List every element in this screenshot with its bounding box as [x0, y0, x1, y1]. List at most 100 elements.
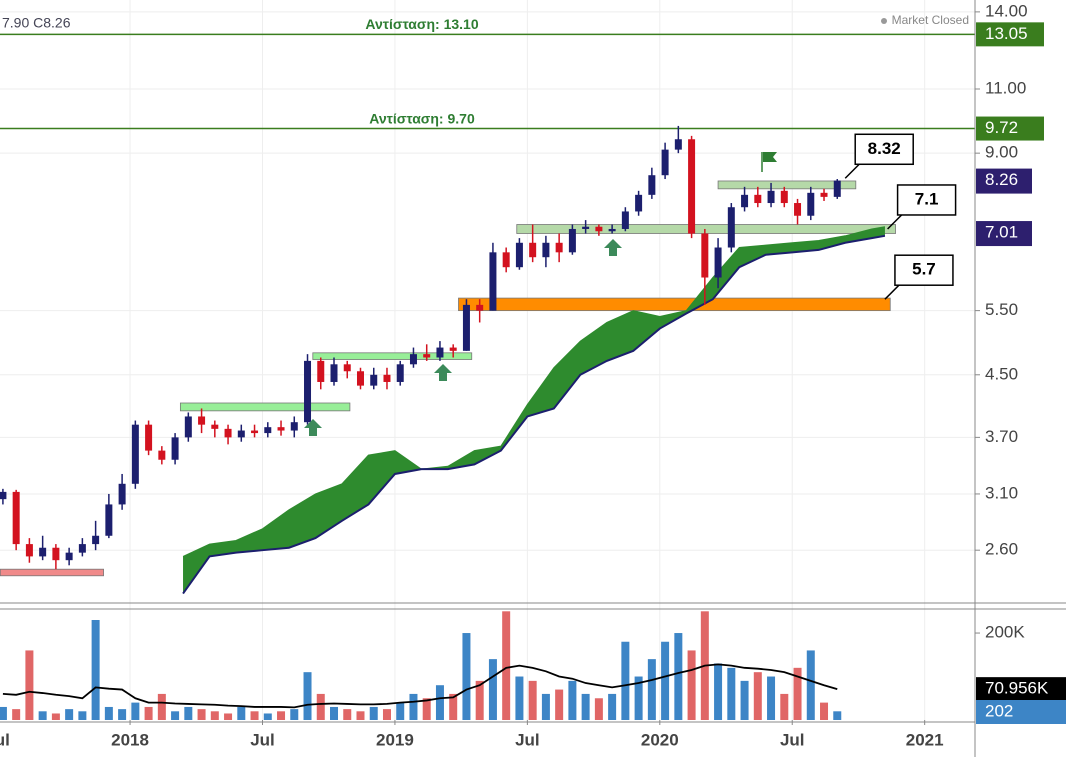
y-tick-label: 5.50 — [985, 300, 1018, 319]
candle-body — [436, 347, 444, 358]
candle-body — [224, 428, 232, 438]
volume-bar — [541, 693, 550, 720]
volume-bar — [51, 713, 60, 720]
volume-bar — [515, 676, 524, 720]
candle-body — [304, 360, 312, 423]
volume-bar — [820, 702, 829, 720]
volume-badge-label: 202 — [985, 701, 1013, 720]
volume-bar — [449, 693, 458, 720]
candle-body — [820, 192, 828, 197]
candle-body — [277, 427, 285, 431]
volume-bar — [12, 709, 21, 720]
volume-bar — [356, 711, 365, 720]
candle-body — [741, 194, 749, 208]
price-badge — [976, 168, 1032, 194]
candle-body — [211, 424, 219, 429]
volume-bar — [197, 709, 206, 720]
x-tick-label: Jul — [0, 730, 10, 749]
price-badge — [976, 22, 1044, 47]
volume-bar — [462, 633, 471, 720]
candle-body — [648, 175, 656, 195]
volume-bar — [316, 693, 325, 720]
candle-body — [555, 242, 563, 253]
candle-body — [12, 491, 20, 545]
candle-body — [145, 424, 153, 451]
volume-badge — [976, 700, 1066, 724]
candle-body — [595, 226, 603, 232]
volume-bar — [118, 709, 127, 720]
callout-pointer — [887, 214, 903, 230]
volume-bar — [131, 702, 140, 720]
volume-bar — [687, 650, 696, 720]
volume-bar — [91, 620, 100, 720]
candle-body — [727, 207, 735, 248]
y-tick-label: 3.10 — [985, 483, 1018, 502]
price-badge-label: 13.05 — [985, 24, 1028, 43]
volume-bar — [104, 706, 113, 720]
volume-bar — [25, 650, 34, 720]
volume-bar — [740, 680, 749, 720]
volume-bar — [290, 709, 299, 720]
candle-body — [621, 211, 629, 229]
volume-bar — [608, 693, 617, 720]
x-tick-label: Jul — [515, 730, 540, 749]
volume-bar — [753, 672, 762, 720]
y-tick-label: 14.00 — [985, 1, 1028, 20]
resistance-label: Αντίσταση: 13.10 — [365, 16, 478, 32]
ohlc-text: 7.90 C8.26 — [2, 15, 71, 31]
volume-bar — [157, 693, 166, 720]
volume-ma — [2, 663, 838, 709]
candle-body — [515, 242, 523, 268]
market-status: Market Closed — [892, 13, 969, 27]
candle-body — [449, 347, 457, 351]
candle-body — [118, 483, 126, 505]
zone — [717, 180, 857, 190]
candle-body — [423, 354, 431, 358]
volume-bar — [237, 706, 246, 720]
candle-body — [356, 371, 364, 386]
candle-body — [237, 430, 245, 438]
price-badge-label: 9.72 — [985, 118, 1018, 137]
candle-body — [701, 233, 709, 278]
volume-bar — [793, 667, 802, 720]
candle-body — [476, 304, 484, 311]
candle-body — [383, 374, 391, 382]
candle-body — [661, 149, 669, 176]
candle-body — [462, 304, 470, 351]
y-tick-label: 4.50 — [985, 364, 1018, 383]
candle-body — [754, 194, 762, 204]
x-tick-label: 2018 — [111, 730, 149, 749]
volume-bar — [727, 667, 736, 720]
volume-bar — [396, 702, 405, 720]
grid — [0, 0, 975, 720]
volume-panel — [0, 611, 842, 720]
candle-body — [396, 364, 404, 382]
candle-body — [184, 416, 192, 438]
volume-bar — [330, 706, 339, 720]
candle-body — [105, 504, 113, 536]
volume-bar — [647, 659, 656, 720]
candle-body — [794, 203, 802, 216]
volume-bar — [224, 713, 233, 720]
volume-bar — [528, 680, 537, 720]
volume-bar — [250, 711, 259, 720]
zone — [0, 568, 104, 577]
candle-body — [92, 535, 100, 545]
flag — [763, 152, 777, 162]
candle-body — [502, 252, 510, 268]
volume-bar — [714, 663, 723, 720]
price-badge — [976, 221, 1032, 247]
volume-bar — [621, 641, 630, 720]
volume-bar — [555, 689, 564, 720]
candle-body — [78, 544, 86, 553]
callout-pointer — [844, 163, 860, 179]
candle-body — [52, 547, 60, 561]
cloud-upper — [182, 226, 886, 557]
callout-label: 5.7 — [912, 260, 936, 279]
y-tick-label: 11.00 — [985, 78, 1026, 97]
signal-arrow — [604, 239, 622, 256]
volume-bar — [594, 698, 603, 720]
status-dot — [881, 18, 887, 24]
volume-badge — [976, 677, 1066, 702]
